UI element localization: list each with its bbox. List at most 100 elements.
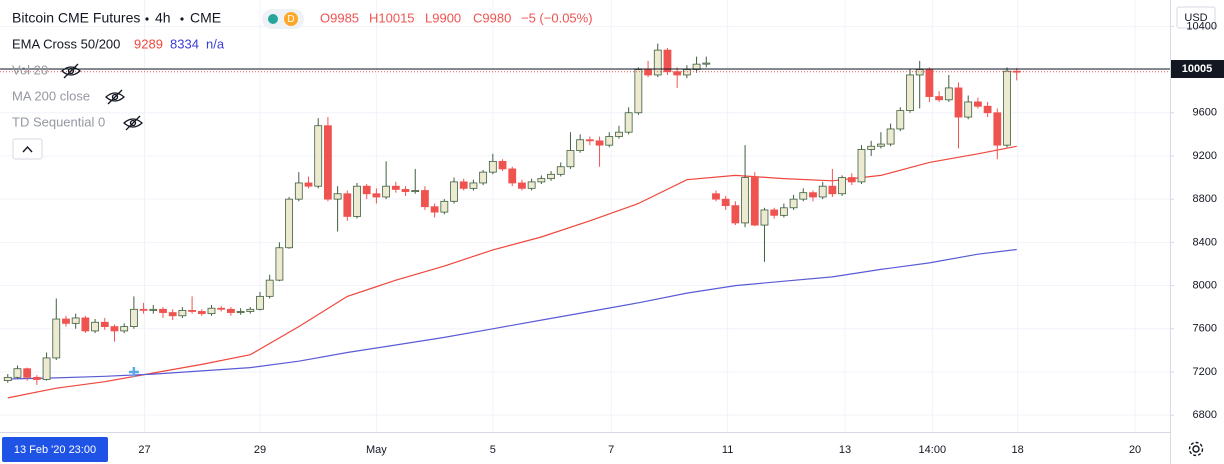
candle-body [954, 87, 963, 118]
indicator-name[interactable]: Vol 20 [12, 62, 48, 77]
candle-body [721, 198, 730, 207]
candle-body [537, 178, 546, 183]
candle-body [935, 96, 944, 101]
candle-body [488, 160, 497, 173]
candle-body [226, 308, 235, 313]
candle-body [818, 185, 827, 198]
candle-body [857, 149, 866, 183]
candle-body [576, 139, 585, 151]
candle-body [304, 182, 313, 187]
candle-body [217, 307, 226, 310]
candle-body [566, 150, 575, 168]
candle-body [508, 168, 517, 184]
price-label: 10005 [1182, 63, 1213, 75]
crosshair-label: 13 Feb '20 23:00 [14, 444, 96, 456]
indicator-name[interactable]: EMA Cross 50/200 [12, 36, 120, 51]
candle-body [915, 69, 924, 76]
candle-body [159, 308, 167, 313]
candle-body [13, 368, 22, 378]
y-tick-label: 10400 [1186, 20, 1217, 32]
delayed-badge [284, 12, 298, 26]
settings-icon[interactable] [1188, 441, 1204, 457]
candle-body [362, 185, 371, 195]
candle-body [81, 317, 90, 332]
candle-body [692, 63, 701, 70]
candle-body [129, 308, 138, 327]
visibility-icon[interactable] [61, 63, 81, 79]
candle-body [479, 171, 488, 184]
price-label-box [1171, 60, 1224, 79]
status-dot [268, 14, 278, 24]
candle-body [23, 368, 32, 378]
x-tick-label: 14:00 [919, 444, 947, 456]
y-tick-label: 6800 [1193, 409, 1217, 421]
candle-body [197, 311, 206, 315]
candle-body [372, 193, 381, 198]
candle-body [71, 317, 80, 324]
candle-body [382, 185, 391, 198]
currency: USD [1184, 12, 1207, 24]
candle-body [644, 69, 652, 76]
visibility-icon[interactable] [105, 89, 125, 105]
y-tick-label: 8800 [1193, 193, 1217, 205]
ohlc-high: H10015 [369, 10, 415, 25]
candle-body [246, 308, 255, 312]
separator [145, 17, 149, 21]
x-tick-label: 29 [254, 444, 266, 456]
candle-body [149, 308, 158, 311]
ohlc-change: −5 (−0.05%) [521, 10, 593, 25]
candle-body [285, 198, 294, 249]
candle-body [139, 308, 148, 311]
interval[interactable]: 4h [155, 10, 171, 26]
candle-body [32, 376, 41, 380]
indicator-name[interactable]: TD Sequential 0 [12, 114, 105, 129]
legend: Bitcoin CME Futures 4h CME D O9985 H1001… [12, 9, 593, 160]
candle-body [702, 62, 711, 65]
indicator-value: n/a [206, 36, 225, 51]
candle-body [867, 145, 876, 150]
visibility-icon[interactable] [123, 115, 143, 131]
candle-body [682, 69, 691, 76]
candle-body [944, 87, 953, 101]
candle-body [314, 125, 323, 187]
indicator-line [7, 145, 1017, 399]
candle-body [799, 192, 808, 200]
indicator-name[interactable]: MA 200 close [12, 88, 90, 103]
plot [0, 43, 1170, 399]
candle-body [62, 318, 70, 324]
candle-body [974, 101, 982, 107]
candle-body [421, 190, 429, 208]
y-tick-label: 9200 [1193, 150, 1217, 162]
candle-body [789, 198, 798, 209]
candle-body [256, 295, 264, 310]
candle-body [886, 128, 895, 145]
candle-body [430, 206, 439, 213]
y-tick-label: 8400 [1193, 236, 1217, 248]
candle-body [236, 311, 245, 313]
indicator-line [7, 248, 1017, 380]
candle-body [469, 182, 478, 189]
candle-body [52, 318, 61, 359]
candle-body [673, 71, 682, 76]
candle-body [178, 309, 187, 317]
indicator-value: 8334 [170, 36, 199, 51]
candle-body [731, 205, 740, 224]
collapse-button[interactable] [12, 138, 43, 160]
candle-body [498, 160, 507, 170]
candle-body [527, 181, 536, 189]
currency-button[interactable] [1176, 6, 1216, 29]
candle-body [634, 69, 643, 114]
candle-body [547, 173, 555, 180]
candle-body [993, 112, 1002, 146]
candle-body [556, 166, 565, 175]
candle-body [324, 125, 332, 200]
x-tick-label: 20 [1129, 444, 1141, 456]
candle-body [391, 185, 400, 190]
candle-body [779, 207, 788, 216]
candle-body [624, 112, 633, 133]
symbol-title[interactable]: Bitcoin CME Futures [12, 10, 140, 26]
candle-body [663, 49, 672, 73]
